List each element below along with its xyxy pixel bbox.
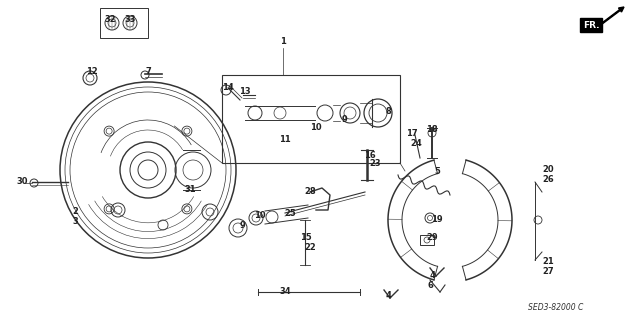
Text: 27: 27 xyxy=(542,268,554,277)
Text: 22: 22 xyxy=(304,243,316,253)
Text: 23: 23 xyxy=(369,159,381,167)
Text: 18: 18 xyxy=(426,125,438,135)
Text: 17: 17 xyxy=(406,129,418,137)
Text: 1: 1 xyxy=(280,38,286,47)
Text: SED3-82000 C: SED3-82000 C xyxy=(528,302,584,311)
Text: 31: 31 xyxy=(184,186,196,195)
Bar xyxy=(100,8,148,38)
Text: 32: 32 xyxy=(104,16,116,25)
Text: 29: 29 xyxy=(426,234,438,242)
Bar xyxy=(580,18,602,32)
Text: 28: 28 xyxy=(304,188,316,197)
Text: 10: 10 xyxy=(310,123,322,132)
Text: 6: 6 xyxy=(427,280,433,290)
Text: 33: 33 xyxy=(124,16,136,25)
Text: 2: 2 xyxy=(72,207,78,217)
FancyArrow shape xyxy=(600,7,624,26)
Text: 7: 7 xyxy=(145,68,151,77)
Text: 12: 12 xyxy=(86,68,98,77)
Text: 9: 9 xyxy=(342,115,348,124)
Text: 24: 24 xyxy=(410,138,422,147)
Bar xyxy=(222,75,400,163)
Text: FR.: FR. xyxy=(583,20,599,29)
Text: 3: 3 xyxy=(72,218,78,226)
Text: 15: 15 xyxy=(300,233,312,241)
Text: 25: 25 xyxy=(284,209,296,218)
Text: 11: 11 xyxy=(279,136,291,145)
Text: 8: 8 xyxy=(385,108,391,116)
Text: 10: 10 xyxy=(254,211,266,219)
Text: 4: 4 xyxy=(429,271,435,279)
Text: 13: 13 xyxy=(239,87,251,97)
Text: 20: 20 xyxy=(542,166,554,174)
Text: 21: 21 xyxy=(542,257,554,266)
Text: 14: 14 xyxy=(222,84,234,93)
Text: 5: 5 xyxy=(434,167,440,176)
Text: 30: 30 xyxy=(16,177,28,187)
Text: 16: 16 xyxy=(364,151,376,160)
Text: 34: 34 xyxy=(279,287,291,296)
Text: 9: 9 xyxy=(239,220,245,229)
Text: 19: 19 xyxy=(431,216,443,225)
Text: 26: 26 xyxy=(542,175,554,184)
Bar xyxy=(420,235,434,245)
Text: 4: 4 xyxy=(385,292,391,300)
